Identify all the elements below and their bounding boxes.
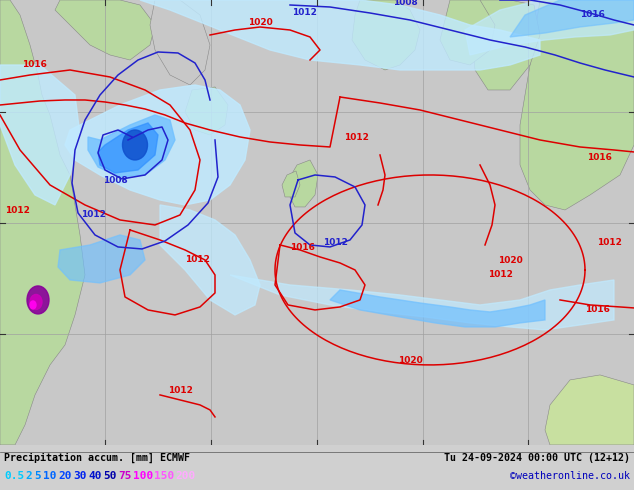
Ellipse shape bbox=[122, 130, 148, 160]
Text: 1016: 1016 bbox=[22, 60, 47, 69]
Text: 50: 50 bbox=[103, 471, 117, 481]
Polygon shape bbox=[288, 160, 318, 207]
Text: 10: 10 bbox=[43, 471, 56, 481]
Text: 1012: 1012 bbox=[81, 210, 106, 219]
Polygon shape bbox=[330, 290, 545, 327]
Text: 30: 30 bbox=[73, 471, 86, 481]
Text: 1012: 1012 bbox=[292, 8, 317, 17]
Polygon shape bbox=[0, 65, 80, 205]
Polygon shape bbox=[510, 0, 634, 37]
Text: 1012: 1012 bbox=[168, 386, 193, 395]
Polygon shape bbox=[520, 0, 634, 210]
Polygon shape bbox=[160, 205, 260, 315]
Polygon shape bbox=[545, 375, 634, 445]
Polygon shape bbox=[88, 115, 175, 177]
Text: 200: 200 bbox=[175, 471, 195, 481]
Text: 1012: 1012 bbox=[323, 238, 348, 247]
Text: 1012: 1012 bbox=[185, 255, 210, 264]
Polygon shape bbox=[150, 0, 210, 85]
Text: 100: 100 bbox=[133, 471, 153, 481]
Text: 75: 75 bbox=[118, 471, 131, 481]
Text: 1016: 1016 bbox=[580, 10, 605, 19]
Ellipse shape bbox=[30, 294, 42, 310]
Text: 1012: 1012 bbox=[488, 270, 513, 279]
Polygon shape bbox=[465, 0, 634, 55]
Text: 1012: 1012 bbox=[344, 133, 369, 142]
Polygon shape bbox=[282, 171, 300, 197]
Text: 1020: 1020 bbox=[248, 18, 273, 27]
Text: ©weatheronline.co.uk: ©weatheronline.co.uk bbox=[510, 471, 630, 481]
Text: 150: 150 bbox=[154, 471, 174, 481]
Text: 1008: 1008 bbox=[103, 176, 127, 185]
Polygon shape bbox=[98, 123, 158, 173]
Polygon shape bbox=[0, 0, 85, 445]
Text: 40: 40 bbox=[88, 471, 101, 481]
Polygon shape bbox=[65, 85, 250, 205]
Text: 20: 20 bbox=[58, 471, 72, 481]
Text: 1008: 1008 bbox=[393, 0, 418, 7]
Polygon shape bbox=[472, 0, 540, 90]
Polygon shape bbox=[55, 0, 155, 60]
Text: 5: 5 bbox=[34, 471, 41, 481]
Text: 1020: 1020 bbox=[498, 256, 523, 265]
Ellipse shape bbox=[27, 286, 49, 314]
Polygon shape bbox=[352, 0, 420, 70]
Polygon shape bbox=[230, 275, 614, 330]
Text: Tu 24-09-2024 00:00 UTC (12+12): Tu 24-09-2024 00:00 UTC (12+12) bbox=[444, 453, 630, 463]
Text: 1020: 1020 bbox=[398, 356, 423, 365]
Text: Precipitation accum. [mm] ECMWF: Precipitation accum. [mm] ECMWF bbox=[4, 453, 190, 463]
Text: 1016: 1016 bbox=[585, 305, 610, 314]
Text: 1012: 1012 bbox=[5, 206, 30, 215]
Text: 0.5: 0.5 bbox=[4, 471, 24, 481]
Text: 1012: 1012 bbox=[597, 238, 622, 247]
Text: 1016: 1016 bbox=[587, 153, 612, 162]
Polygon shape bbox=[58, 235, 145, 283]
Text: 1016: 1016 bbox=[290, 243, 315, 252]
Polygon shape bbox=[140, 0, 540, 70]
Polygon shape bbox=[440, 0, 495, 65]
Polygon shape bbox=[185, 87, 228, 135]
Ellipse shape bbox=[30, 301, 36, 309]
Text: 2: 2 bbox=[25, 471, 32, 481]
